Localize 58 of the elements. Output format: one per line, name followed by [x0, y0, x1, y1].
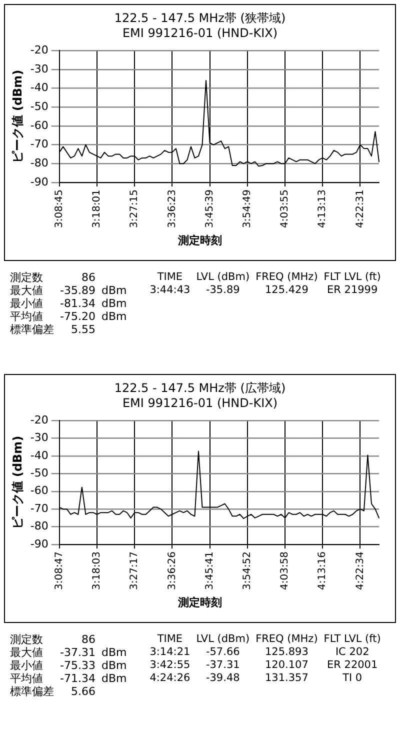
y-tick-label: -30 — [30, 62, 48, 76]
text: 最大値 -37.31 dBm — [10, 646, 127, 659]
text: 平均値 -75.20 dBm — [10, 310, 127, 323]
x-tick-label: 4:22:34 — [354, 551, 366, 590]
text: 測定数 86 — [10, 271, 96, 284]
x-tick-label: 3:08:45 — [54, 189, 65, 228]
text: TIME LVL (dBm) FREQ (MHz) FLT LVL (ft) — [157, 271, 381, 283]
x-axis-title: 測定時刻 — [177, 233, 223, 248]
text: 測定数 86 — [10, 633, 96, 646]
text: 標準偏差 5.55 — [10, 323, 96, 336]
text: 3:44:43 -35.89 125.429 ER 21999 — [150, 284, 378, 296]
y-tick-label: -40 — [30, 81, 48, 94]
text: 最小値 -75.33 dBm — [10, 659, 127, 672]
y-tick-label: -60 — [30, 118, 48, 132]
chart-title: 122.5 - 147.5 MHz帯 (狭帯域) — [113, 11, 287, 26]
x-tick-label: 3:54:52 — [242, 551, 253, 590]
chart-subtitle: EMI 991216-01 (HND-KIX) — [121, 396, 279, 411]
x-tick-label: 3:27:17 — [129, 551, 140, 590]
text: 3:14:21 -57.66 125.893 IC 202 — [150, 646, 370, 658]
x-tick-label: 4:03:58 — [280, 551, 291, 590]
y-tick-label: -50 — [30, 466, 48, 480]
y-axis-title: ピーク値 (dBm) — [10, 70, 24, 164]
x-tick-label: 3:54:49 — [242, 189, 253, 228]
text: 標準偏差 5.66 — [10, 685, 96, 698]
chart-title: 122.5 - 147.5 MHz帯 (広帯域) — [113, 381, 287, 396]
y-tick-label: -70 — [30, 138, 48, 151]
y-tick-label: -80 — [30, 520, 48, 533]
x-tick-label: 4:22:31 — [354, 189, 366, 228]
y-tick-label: -20 — [30, 43, 48, 56]
x-tick-label: 4:13:13 — [317, 189, 328, 228]
y-tick-label: -80 — [30, 156, 48, 170]
x-axis-title: 測定時刻 — [177, 595, 223, 610]
text: 最大値 -35.89 dBm — [10, 284, 127, 297]
y-tick-label: -90 — [30, 175, 48, 188]
y-tick-label: -70 — [30, 502, 48, 515]
y-tick-label: -90 — [30, 537, 48, 550]
x-tick-label: 4:13:16 — [317, 551, 328, 590]
x-tick-label: 3:27:15 — [129, 189, 140, 228]
y-tick-label: -40 — [30, 448, 48, 462]
x-tick-label: 3:45:39 — [204, 189, 216, 228]
text: 4:24:26 -39.48 131.357 TI 0 — [150, 672, 362, 684]
x-tick-label: 3:36:23 — [166, 189, 178, 228]
y-axis-title: ピーク値 (dBm) — [10, 436, 24, 530]
x-tick-label: 4:03:55 — [280, 189, 291, 228]
y-tick-label: -20 — [30, 413, 48, 426]
y-tick-label: -60 — [30, 484, 48, 498]
y-tick-label: -30 — [30, 431, 48, 444]
x-tick-label: 3:45:41 — [204, 551, 216, 590]
x-tick-label: 3:36:26 — [166, 551, 178, 590]
y-tick-label: -50 — [30, 100, 48, 113]
text: TIME LVL (dBm) FREQ (MHz) FLT LVL (ft) — [157, 633, 381, 645]
text: 平均値 -71.34 dBm — [10, 672, 127, 685]
x-tick-label: 3:18:01 — [92, 189, 103, 228]
text: 3:42:55 -37.31 120.107 ER 22001 — [150, 659, 378, 671]
text: 最小値 -81.34 dBm — [10, 297, 127, 310]
chart-subtitle: EMI 991216-01 (HND-KIX) — [121, 26, 279, 41]
x-tick-label: 3:18:03 — [92, 551, 103, 590]
x-tick-label: 3:08:47 — [54, 551, 65, 590]
